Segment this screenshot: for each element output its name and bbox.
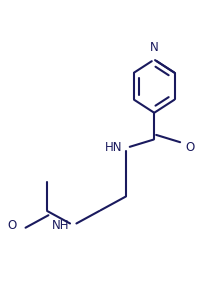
Text: NH: NH: [52, 219, 70, 232]
Text: HN: HN: [105, 141, 123, 154]
Text: O: O: [186, 141, 195, 154]
Text: O: O: [7, 219, 16, 232]
Text: N: N: [150, 41, 159, 53]
